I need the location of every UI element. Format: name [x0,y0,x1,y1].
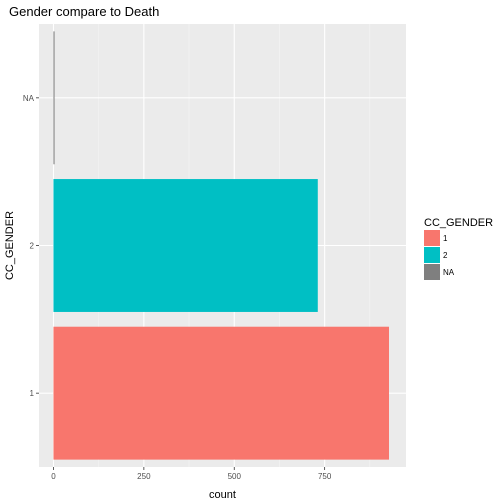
chart-title: Gender compare to Death [9,4,159,19]
legend-swatch-1 [424,230,440,246]
legend-swatch-NA [424,264,440,280]
y-tick-label: 2 [30,242,35,251]
bar-2 [53,179,318,312]
legend-label-NA: NA [443,268,455,277]
legend-label-1: 1 [443,234,448,243]
bar-1 [53,326,390,460]
bars [53,31,390,460]
legend-label-2: 2 [443,251,448,260]
bar-NA [53,31,55,165]
x-tick-label: 0 [51,472,56,481]
legend-swatch-2 [424,247,440,263]
y-tick-label: NA [23,94,35,103]
x-tick-label: 250 [137,472,151,481]
x-tick-label: 500 [228,472,242,481]
legend: CC_GENDER 1 2 NA [424,217,493,280]
y-tick-label: 1 [30,389,35,398]
legend-items: 1 2 NA [424,230,455,280]
x-axis-ticks: 0 250 500 750 [51,467,332,481]
y-axis-ticks: 1 2 NA [23,94,39,398]
legend-title: CC_GENDER [424,217,493,229]
x-tick-label: 750 [318,472,332,481]
x-axis-title: count [209,489,236,501]
y-axis-title: CC_GENDER [4,211,16,280]
